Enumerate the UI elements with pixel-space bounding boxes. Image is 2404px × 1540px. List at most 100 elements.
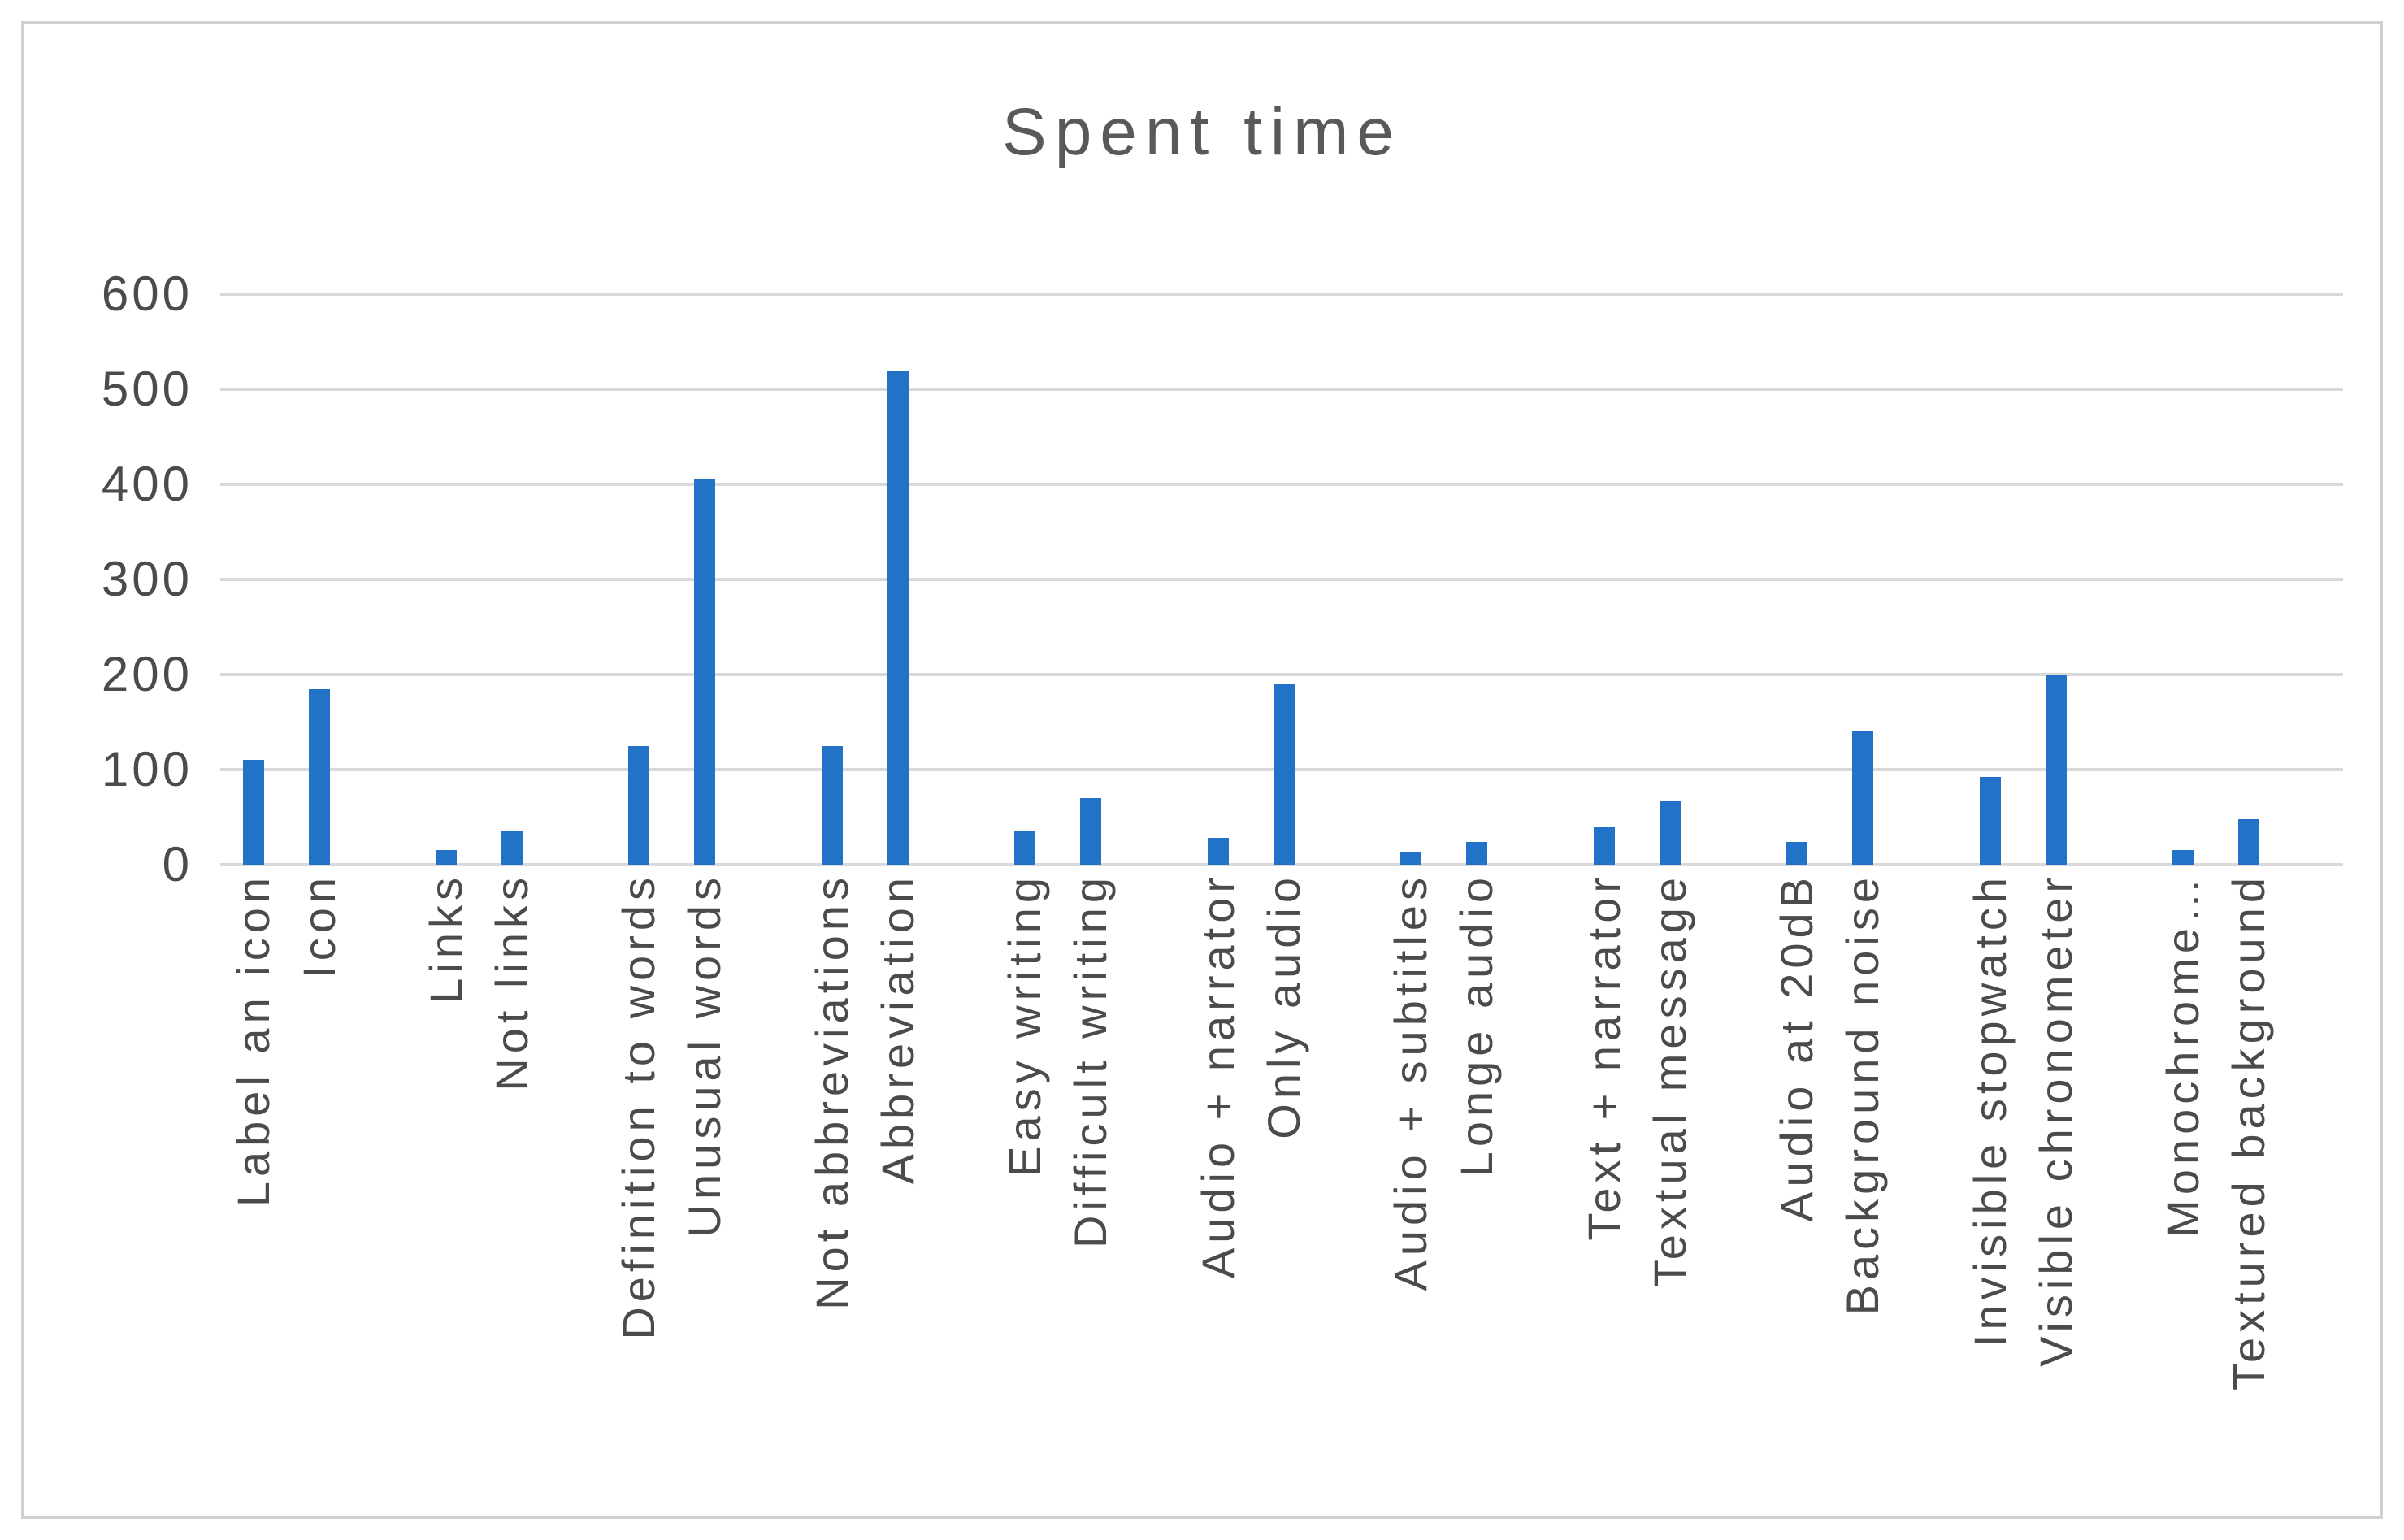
bar-slot <box>1830 294 1896 865</box>
bar <box>628 745 650 865</box>
y-axis-tick-label: 0 <box>162 837 193 891</box>
label-pair-group: Monochrome… Textured background <box>2150 873 2343 1515</box>
bar <box>2045 675 2067 865</box>
label-slot: Not links <box>479 873 545 1515</box>
x-axis-label: Label an icon <box>227 873 279 1208</box>
x-axis-label: Longe audio <box>1451 873 1503 1178</box>
y-axis-tick-label: 600 <box>101 267 193 321</box>
bar-slot <box>2216 294 2282 865</box>
gridline <box>220 482 2343 486</box>
label-slot: Audio + narrator <box>1185 873 1251 1515</box>
bar-slot <box>286 294 352 865</box>
x-axis-label: Not abbreviations <box>805 873 857 1310</box>
bar-slot <box>1444 294 1510 865</box>
label-pair-group: Easy writing Difficult writing <box>992 873 1185 1515</box>
x-axis-label: Textured background <box>2223 873 2275 1391</box>
bar <box>1979 777 2001 865</box>
x-axis-labels: Label an icon Icon Links Not links Definitio… <box>220 873 2343 1515</box>
x-axis-label: Invisible stopwatch <box>1964 873 2016 1348</box>
bar-slot <box>865 294 931 865</box>
bar <box>1852 731 1874 865</box>
bar <box>435 850 457 865</box>
gridline <box>220 293 2343 296</box>
label-slot: Links <box>413 873 479 1515</box>
label-slot: Only audio <box>1251 873 1317 1515</box>
bars-layer <box>220 294 2343 865</box>
y-axis-tick-label: 200 <box>101 647 193 701</box>
x-axis-label: Text + narrator <box>1577 873 1629 1241</box>
bar <box>2172 850 2194 865</box>
label-pair-group: Links Not links <box>413 873 605 1515</box>
bar-slot <box>1957 294 2023 865</box>
label-slot: Visible chronometer <box>2023 873 2089 1515</box>
label-pair-group: Audio at 20dB Background noise <box>1764 873 1957 1515</box>
bar <box>821 745 843 865</box>
label-pair-group: Audio + narrator Only audio <box>1185 873 1378 1515</box>
label-pair-group: Text + narrator Textual message <box>1571 873 1764 1515</box>
bar-slot <box>1764 294 1830 865</box>
y-axis-tick-label: 500 <box>101 362 193 416</box>
bar <box>1080 798 1102 865</box>
plot-area: 600 500 400 300 200 100 0 <box>102 270 2343 889</box>
bar <box>501 831 523 865</box>
chart-title: Spent time <box>1002 95 1402 169</box>
bar <box>887 370 909 865</box>
bar-slot <box>2023 294 2089 865</box>
bar <box>2238 818 2260 865</box>
y-axis-tick-label: 100 <box>101 742 193 796</box>
bar-slot <box>2150 294 2216 865</box>
label-pair-group: Not abbreviations Abbreviation <box>799 873 992 1515</box>
bar-slot <box>1571 294 1637 865</box>
bar <box>1014 831 1036 865</box>
label-slot: Unusual words <box>672 873 738 1515</box>
bar-slot <box>413 294 479 865</box>
x-axis-label: Easy writing <box>999 873 1051 1177</box>
label-slot: Text + narrator <box>1571 873 1637 1515</box>
bar-pair-group <box>1764 294 1957 865</box>
bar <box>1466 841 1488 865</box>
bar-slot <box>606 294 672 865</box>
label-slot: Not abbreviations <box>799 873 865 1515</box>
bar-slot <box>1185 294 1251 865</box>
bar-slot <box>220 294 286 865</box>
x-axis-label: Abbreviation <box>871 873 923 1185</box>
gridline <box>220 672 2343 676</box>
bar <box>1273 683 1295 865</box>
x-axis-label: Textual message <box>1643 873 1695 1288</box>
bar-slot <box>992 294 1058 865</box>
bar-pair-group <box>1185 294 1378 865</box>
x-axis-label: Not links <box>485 873 537 1091</box>
gridline <box>220 863 2343 866</box>
gridline <box>220 387 2343 391</box>
bar <box>308 688 330 865</box>
label-slot: Longe audio <box>1444 873 1510 1515</box>
x-axis-label: Monochrome… <box>2157 873 2209 1238</box>
bar <box>1659 800 1681 865</box>
x-axis-label: Background noise <box>1837 873 1889 1316</box>
x-axis-label: Audio + subtitles <box>1385 873 1437 1291</box>
label-pair-group: Invisible stopwatch Visible chronometer <box>1957 873 2150 1515</box>
bar <box>694 479 716 865</box>
label-slot: Textured background <box>2216 873 2282 1515</box>
x-axis-label: Links <box>419 873 471 1004</box>
label-slot: Icon <box>286 873 352 1515</box>
bar <box>1400 851 1422 865</box>
bar-pair-group <box>220 294 413 865</box>
x-axis-label: Icon <box>293 873 345 978</box>
bar-pair-group <box>992 294 1185 865</box>
x-axis-label: Unusual words <box>679 873 731 1238</box>
bar-pair-group <box>1378 294 1571 865</box>
bar-pair-group <box>413 294 605 865</box>
label-pair-group: Label an icon Icon <box>220 873 413 1515</box>
y-axis-tick-label: 400 <box>101 457 193 511</box>
x-axis-label: Only audio <box>1257 873 1309 1139</box>
bar <box>242 760 264 865</box>
bar <box>1207 838 1229 865</box>
bar-slot <box>479 294 545 865</box>
x-axis-label: Audio + narrator <box>1191 873 1243 1279</box>
bar-pair-group <box>606 294 799 865</box>
label-pair-group: Definition to words Unusual words <box>606 873 799 1515</box>
bar-pair-group <box>2150 294 2343 865</box>
bar-pair-group <box>1957 294 2150 865</box>
